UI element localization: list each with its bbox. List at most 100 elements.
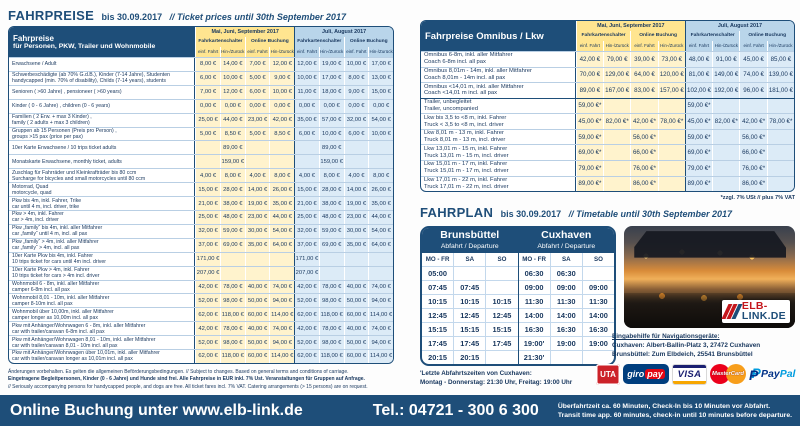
price-cell: 192,00 € bbox=[712, 83, 740, 98]
price-cell: 35,00 € bbox=[269, 197, 295, 210]
price-cell: 74,00 € bbox=[368, 280, 393, 294]
timetable-row: 16:30 16:30 16:30 bbox=[518, 322, 614, 336]
price-cell: 0,00 € bbox=[269, 99, 295, 113]
price-cell: 21,00 € bbox=[195, 197, 220, 210]
price-cell: 207,00 € bbox=[195, 266, 220, 280]
departure-time: 09:00 bbox=[524, 283, 544, 292]
fare-header-return: Hin-/Zurück bbox=[603, 41, 631, 51]
price-cell bbox=[244, 266, 270, 280]
departure-time: 14:00 bbox=[549, 309, 582, 322]
timetable-row: 07:45 07:45 bbox=[422, 280, 518, 294]
price-cell: 19,00 € bbox=[343, 197, 369, 210]
price-cell: 62,00 € bbox=[195, 308, 220, 322]
price-cell: 25,00 € bbox=[195, 113, 220, 127]
timetable-row: 19:00' 19:00 19:00 bbox=[518, 336, 614, 350]
price-cell: 12,00 € bbox=[269, 58, 295, 71]
price-cell: 96,00 € bbox=[739, 83, 767, 98]
price-cell bbox=[294, 155, 319, 169]
price-cell: 94,00 € bbox=[269, 336, 295, 350]
price-cell: 78,00 € bbox=[318, 322, 344, 336]
departure-time: 11:30 bbox=[524, 297, 544, 306]
giropay-logo: giro pay bbox=[623, 364, 669, 384]
departure-time: 19:00' bbox=[523, 339, 545, 348]
price-cell bbox=[712, 145, 740, 160]
price-cell: 50,00 € bbox=[244, 336, 270, 350]
price-row: Kinder ( 0 - 6 Jahre) , children (0 - 6 … bbox=[9, 98, 393, 113]
price-cell: 73,00 € bbox=[657, 52, 685, 67]
price-cell: 42,00 € bbox=[575, 52, 604, 67]
price-cell: 30,00 € bbox=[343, 224, 369, 238]
price-cell: 26,00 € bbox=[269, 183, 295, 197]
price-cell: 59,00 €* bbox=[684, 98, 713, 114]
price-row: Erwachsene / Adult 8,00 €14,00 €7,00 €12,… bbox=[9, 57, 393, 71]
omnibus-table-body: Omnibus 6-8m, inkl. aller Mitfahrer Coach… bbox=[421, 51, 794, 191]
price-cell: 6,00 € bbox=[195, 71, 220, 85]
price-row: 10er Karte Pkw bis 4m, inkl. Fahrer 10 tr… bbox=[9, 251, 393, 266]
price-cell: 8,50 € bbox=[269, 127, 295, 141]
price-row-label: Kinder ( 0 - 6 Jahre) , children (0 - 6 … bbox=[9, 99, 196, 113]
price-row-label: Wohnmobil über 10,00m, inkl. aller Mitfa… bbox=[9, 308, 196, 322]
channel-header-counter: Fahrkartenschalter bbox=[294, 37, 344, 47]
timetable-day-header: SO bbox=[485, 253, 517, 266]
price-cell: 120,00 € bbox=[657, 67, 685, 83]
price-row-label: Lkw 8,01 m - 13 m, inkl. Fahrer Truck 8,0… bbox=[421, 129, 576, 145]
price-cell bbox=[269, 141, 295, 155]
price-cell: 171,00 € bbox=[294, 252, 319, 266]
price-cell: 74,00 € bbox=[368, 322, 393, 336]
price-cell: 30,00 € bbox=[244, 224, 270, 238]
price-cell bbox=[368, 155, 393, 169]
departure-time bbox=[581, 351, 614, 364]
channel-header-online: Online Buchung bbox=[244, 37, 295, 47]
price-cell: 5,00 € bbox=[244, 71, 270, 85]
channel-header-counter: Fahrkartenschalter bbox=[684, 31, 740, 41]
price-cell bbox=[343, 141, 369, 155]
price-cell: 23,00 € bbox=[244, 113, 270, 127]
price-cell: 10,00 € bbox=[318, 127, 344, 141]
departure-time: 12:45 bbox=[485, 309, 517, 322]
mastercard-orange-circle-icon bbox=[726, 364, 746, 384]
timetable-day-header: SO bbox=[581, 253, 614, 266]
price-cell bbox=[244, 155, 270, 169]
price-cell: 45,00 € bbox=[739, 52, 767, 67]
price-cell: 25,00 € bbox=[195, 210, 220, 224]
departure-time bbox=[453, 267, 485, 280]
conditions-line2: Eingetragene Begleitpersonen, Kinder (0 … bbox=[8, 376, 365, 383]
fare-header-single: einf. Fahrt bbox=[244, 47, 270, 57]
price-cell: 78,00 € bbox=[219, 322, 245, 336]
price-cell: 89,00 € bbox=[318, 141, 344, 155]
price-cell: 98,00 € bbox=[219, 336, 245, 350]
channel-header-counter: Fahrkartenschalter bbox=[575, 31, 631, 41]
fahrpreise-title-dates: bis 30.09.2017 bbox=[101, 12, 163, 22]
price-cell bbox=[739, 98, 767, 114]
price-cell bbox=[269, 252, 295, 266]
timetable-cuxhaven: Cuxhaven Abfahrt / Departure MO - FR SA SO… bbox=[517, 228, 614, 364]
price-cell: 69,00 € bbox=[318, 238, 344, 252]
price-cell: 19,00 € bbox=[244, 197, 270, 210]
departure-time: 19:00 bbox=[581, 337, 614, 350]
price-cell: 76,00 €* bbox=[630, 160, 658, 176]
price-cell: 8,50 € bbox=[219, 127, 245, 141]
fare-header-single: einf. Fahrt bbox=[739, 41, 767, 51]
price-cell: 6,00 € bbox=[343, 127, 369, 141]
price-cell: 52,00 € bbox=[195, 336, 220, 350]
timetable-row: 11:30 11:30 11:30 bbox=[518, 294, 614, 308]
price-cell: 74,00 € bbox=[739, 67, 767, 83]
ferry-photo: ELB- LINK.DE bbox=[624, 226, 795, 328]
price-row-label: Wohnmobil 8,01 - 10m, inkl. aller Mitfah… bbox=[9, 294, 196, 308]
price-cell: 89,00 € bbox=[575, 83, 604, 98]
price-cell bbox=[657, 129, 685, 145]
price-row-label: Pkw > 4m, inkl. Fahrer car > 4m, incl. dr… bbox=[9, 210, 196, 224]
price-row-label: Omnibus 8,01m - 14m, inkl. aller Mitfahr… bbox=[421, 67, 576, 83]
price-cell: 83,00 € bbox=[630, 83, 658, 98]
price-cell: 171,00 € bbox=[195, 252, 220, 266]
price-cell: 42,00 € bbox=[294, 322, 319, 336]
price-cell: 48,00 € bbox=[684, 52, 713, 67]
price-cell bbox=[657, 160, 685, 176]
price-cell bbox=[712, 160, 740, 176]
fahrpreise-title: FAHRPREISE bis 30.09.2017 // Ticket pric… bbox=[8, 7, 346, 25]
price-cell: 78,00 €* bbox=[657, 114, 685, 129]
price-cell: 14,00 € bbox=[343, 183, 369, 197]
price-row: Schwerbeschädigte (ab 70% G.d.B.), Kinde… bbox=[9, 70, 393, 85]
price-row-label: Erwachsene / Adult bbox=[9, 58, 196, 71]
fare-header-return: Hin-/Zurück bbox=[219, 47, 245, 57]
